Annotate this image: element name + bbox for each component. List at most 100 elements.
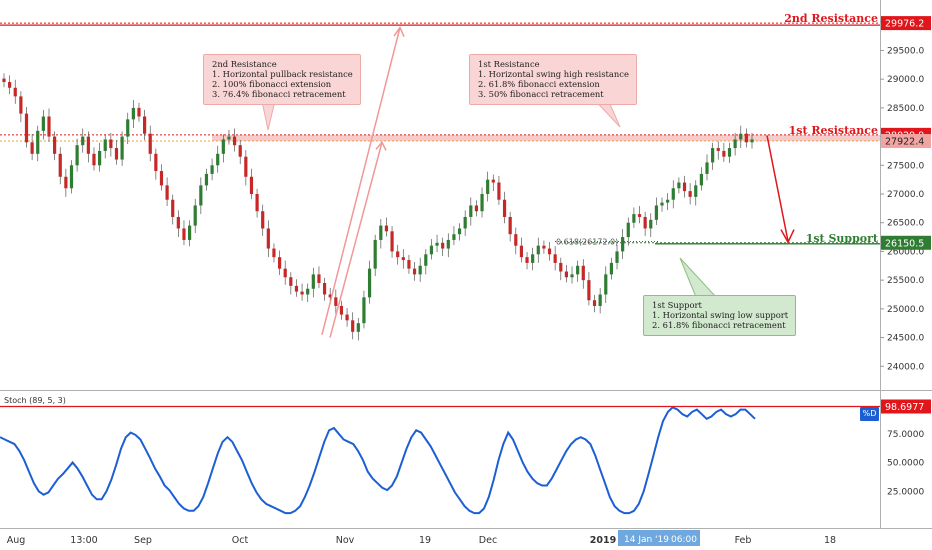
candle-body [86,136,90,154]
candle-body [570,274,574,278]
candle-body [547,248,552,255]
candle-body [30,142,34,154]
candle-body [317,274,321,283]
y-tick-label: 25500.0 [887,276,924,286]
y-tick-label: 28500.0 [887,104,924,114]
candle-body [514,234,518,246]
candle-body [384,225,389,232]
candle-body [677,182,681,189]
candle-body [694,185,698,197]
candle-body [75,145,79,166]
annotation-title: 1st Support [652,300,702,310]
candle-body [666,199,670,203]
candle-body [418,265,422,275]
stoch-y-tick-label: 25.0000 [887,487,924,497]
stoch-y-tick-label: 50.0000 [887,459,924,469]
candle-body [154,153,158,172]
candle-body [356,323,360,332]
candle-body [171,199,175,217]
candle-body [598,294,602,306]
x-tick-label: Feb [735,535,752,546]
y-tick-label: 24000.0 [887,362,924,372]
candle-body [187,225,192,240]
candle-body [47,116,51,137]
x-tick-label: 18 [824,535,836,546]
candle-body [435,242,439,246]
candle-body [266,228,270,249]
candle-body [199,185,203,206]
candle-body [632,214,636,223]
x-tick-label: 2019 [590,535,616,546]
candle-body [682,182,687,192]
candle-body [407,260,411,269]
candle-body [705,162,709,174]
fib-retracement-line [329,142,383,338]
candle-body [159,171,164,186]
candle-body [396,251,400,258]
annotation-line: 1. Horizontal pullback resistance [212,69,353,79]
candle-body [289,277,293,286]
stoch-value-label: 98.6977 [885,402,924,413]
resistance-zone [212,134,880,142]
candle-body [727,148,732,157]
candle-body [176,216,180,229]
candle-body [322,283,327,295]
candle-body [429,245,434,255]
y-tick-label: 27500.0 [887,161,924,171]
y-tick-label: 26500.0 [887,219,924,229]
candle-body [165,185,169,200]
annotation-pointer [679,257,718,298]
y-tick-label: 29000.0 [887,75,924,85]
candle-body [609,262,613,275]
candle-body [688,191,692,197]
stoch-y-tick-label: 75.0000 [887,430,924,440]
candle-body [441,242,445,249]
candle-body [508,216,512,235]
candle-body [193,205,197,226]
candle-body [660,202,664,206]
x-tick-label: Sep [134,535,152,546]
candle-body [114,148,119,160]
candle-body [98,150,102,166]
candle-body [699,173,703,186]
candle-body [143,116,147,134]
annotation-title: 1st Resistance [478,59,540,69]
annotation-line: 2. 61.8% fibonacci extension [478,79,600,89]
candle-body [654,205,658,220]
candle-body [750,139,754,143]
candle-body [334,297,338,306]
annotation-2nd-resistance: 2nd Resistance 1. Horizontal pullback re… [203,54,361,105]
x-tick-label: 13:00 [70,535,97,546]
level-value-tag [881,16,931,31]
candle-body [711,148,715,163]
candle-body [232,136,237,146]
candle-body [182,228,186,240]
candle-body [339,305,344,315]
y-tick-label: 26000.0 [887,247,924,257]
percent-d-icon[interactable]: %D [860,407,879,421]
candle-body [328,294,332,298]
annotation-line: 3. 76.4% fibonacci retracement [212,89,346,99]
crosshair-time-label: 06:00 [671,535,697,545]
x-tick-label: Oct [232,535,249,546]
candle-body [587,280,591,301]
stoch-line [0,406,756,515]
annotation-1st-support: 1st Support 1. Horizontal swing low supp… [643,295,797,336]
annotation-title: 2nd Resistance [212,59,277,69]
x-tick-label: Nov [336,535,355,546]
candle-body [345,314,349,321]
candle-body [244,156,248,177]
candle-body [615,251,619,263]
candle-body [581,265,585,281]
candle-body [412,268,417,275]
candle-body [19,96,23,114]
candle-body [283,268,287,278]
candle-body [390,231,394,252]
crosshair-date-label: 14 Jan '19 [624,535,669,545]
candle-body [81,136,85,146]
level-value-tag [881,134,931,149]
annotation-line: 2. 61.8% fibonacci retracement [652,320,786,330]
candle-body [452,234,456,240]
retracement-level-label: 0.618(26172.0) [556,238,618,247]
